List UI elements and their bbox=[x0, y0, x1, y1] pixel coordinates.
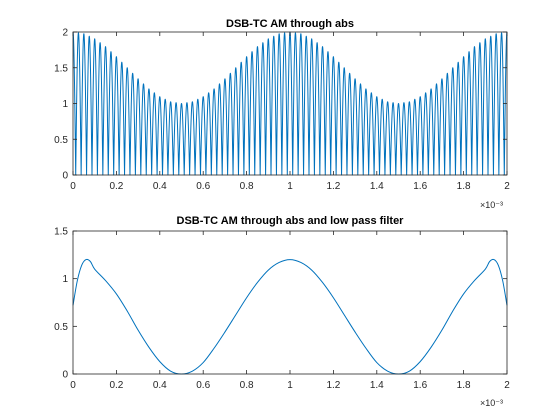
bottom-x-tick-label: 0.4 bbox=[153, 380, 167, 391]
top-x-tick-label: 1.8 bbox=[457, 181, 471, 192]
subplot-bottom: DSB-TC AM through abs and low pass filte… bbox=[54, 215, 510, 408]
bottom-y-tick-label: 0.5 bbox=[54, 322, 68, 333]
bottom-x-tick-label: 1 bbox=[287, 380, 293, 391]
bottom-x-tick-label: 1.4 bbox=[370, 380, 384, 391]
top-y-tick-label: 1.5 bbox=[54, 63, 68, 74]
top-x-tick-label: 0.8 bbox=[240, 181, 254, 192]
bottom-x-tick-label: 0 bbox=[70, 380, 76, 391]
bottom-axes-box bbox=[72, 230, 508, 375]
bottom-x-tick-label: 0.6 bbox=[196, 380, 210, 391]
top-y-tick-label: 0.5 bbox=[54, 135, 68, 146]
top-x-tick-label: 1.2 bbox=[326, 181, 340, 192]
top-chart-title: DSB-TC AM through abs bbox=[226, 18, 354, 30]
bottom-x-tick-label: 0.8 bbox=[240, 380, 254, 391]
bottom-y-tick-label: 0 bbox=[62, 370, 68, 381]
top-x-exponent-label: ×10⁻³ bbox=[480, 200, 503, 210]
bottom-y-tick-label: 1.5 bbox=[54, 227, 68, 238]
bottom-ticks: 0 0.2 0.4 0.6 0.8 1 1.2 1.4 1.6 1.8 2 0 0.5 1 1.5 bbox=[54, 227, 510, 392]
top-y-tick-label: 2 bbox=[62, 28, 68, 39]
top-x-tick-label: 1.6 bbox=[413, 181, 427, 192]
bottom-marks bbox=[72, 258, 508, 375]
bottom-y-tick-label: 1 bbox=[62, 274, 68, 285]
bottom-chart-title: DSB-TC AM through abs and low pass filte… bbox=[177, 215, 405, 227]
top-x-tick-label: 1.4 bbox=[370, 181, 384, 192]
bottom-x-tick-label: 1.6 bbox=[413, 380, 427, 391]
top-y-tick-label: 0 bbox=[62, 171, 68, 182]
bottom-series-line bbox=[72, 258, 508, 375]
bottom-x-exponent-label: ×10⁻³ bbox=[480, 398, 503, 408]
bottom-x-tick-label: 1.2 bbox=[326, 380, 340, 391]
top-x-tick-label: 0 bbox=[70, 181, 76, 192]
top-ticks: 0 0.2 0.4 0.6 0.8 1 1.2 1.4 1.6 1.8 2 0 0.5 1 1.5 2 bbox=[54, 28, 510, 193]
top-x-tick-label: 0.4 bbox=[153, 181, 167, 192]
top-y-tick-label: 1 bbox=[62, 99, 68, 110]
top-x-tick-label: 2 bbox=[504, 181, 510, 192]
top-axes-box bbox=[72, 31, 508, 176]
top-plot-area bbox=[73, 32, 507, 175]
top-x-tick-label: 0.6 bbox=[196, 181, 210, 192]
bottom-x-tick-label: 2 bbox=[504, 380, 510, 391]
top-x-tick-label: 0.2 bbox=[109, 181, 123, 192]
top-x-tick-label: 1 bbox=[287, 181, 293, 192]
bottom-x-tick-label: 1.8 bbox=[457, 380, 471, 391]
subplot-top: DSB-TC AM through abs 0 0.2 0.4 0.6 0.8 1 1.2 1… bbox=[54, 18, 510, 210]
bottom-x-tick-label: 0.2 bbox=[109, 380, 123, 391]
bottom-plot-area bbox=[73, 231, 507, 374]
